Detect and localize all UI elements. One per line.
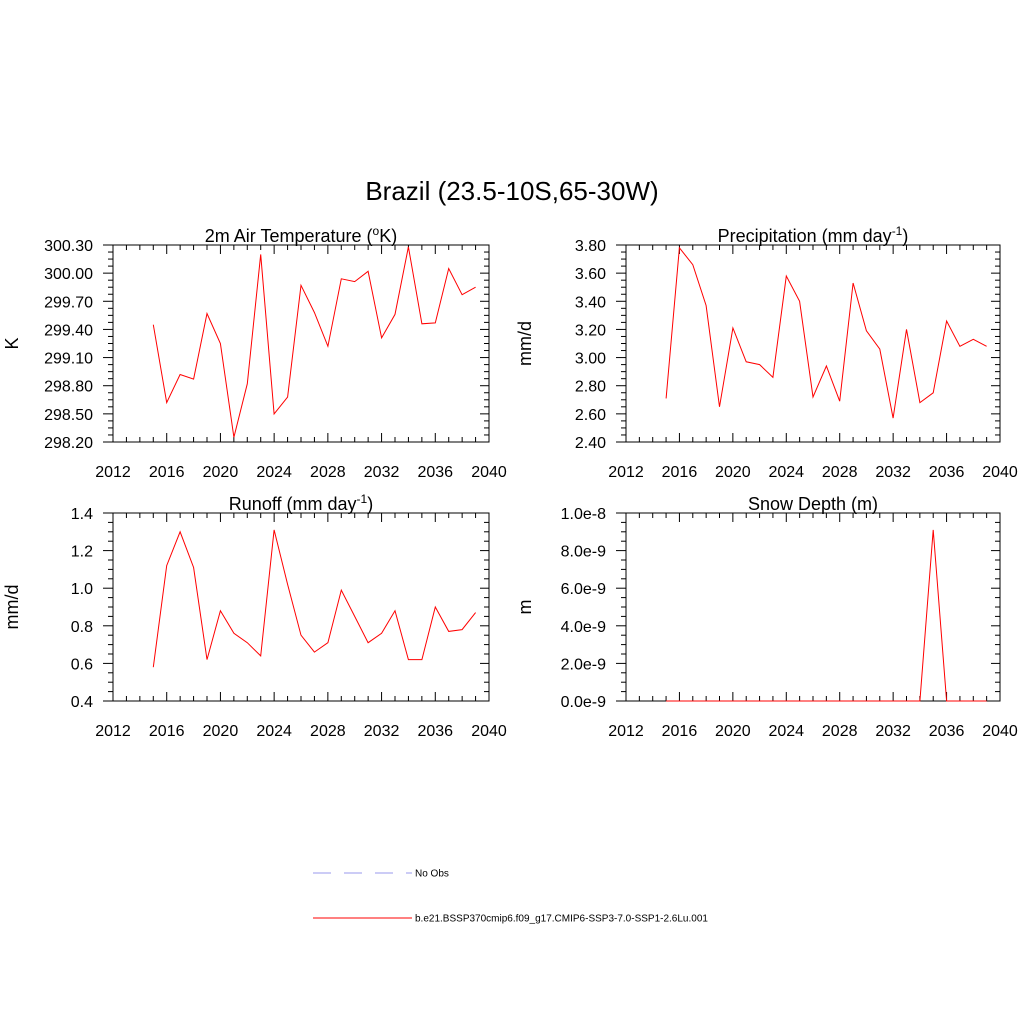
y-tick-label: 1.4	[71, 506, 93, 523]
y-tick-label: 3.00	[575, 351, 606, 368]
x-tick-label: 2032	[364, 464, 400, 481]
y-tick-label: 298.20	[44, 435, 93, 452]
series-line-precipitation	[665, 246, 987, 419]
x-tick-label: 2032	[364, 723, 400, 740]
y-tick-label: 1.0	[71, 581, 93, 598]
y-axis-label: mm/d	[515, 321, 535, 366]
y-tick-label: 2.80	[575, 379, 606, 396]
y-axis-label: K	[2, 337, 22, 349]
y-tick-label: 300.00	[44, 266, 93, 283]
x-tick-label: 2024	[256, 464, 292, 481]
x-tick-label: 2020	[715, 464, 751, 481]
panel-title: Runoff (mm day-1)	[229, 492, 373, 514]
series-line-air-temperature	[152, 246, 476, 438]
y-tick-label: 2.40	[575, 435, 606, 452]
y-tick-label: 4.0e-9	[561, 619, 606, 636]
x-tick-label: 2012	[608, 723, 644, 740]
y-tick-label: 2.0e-9	[561, 656, 606, 673]
x-tick-label: 2016	[662, 723, 698, 740]
legend-label-model-run: b.e21.BSSP370cmip6.f09_g17.CMIP6-SSP3-7.…	[415, 914, 708, 925]
x-tick-label: 2012	[95, 464, 131, 481]
x-tick-label: 2024	[256, 723, 292, 740]
panel-air-temperature: 2m Air Temperature (oK) K 2012 2016 2020 2024…	[2, 224, 507, 481]
y-tick-label: 0.4	[71, 694, 93, 711]
y-tick-label: 300.30	[44, 238, 93, 255]
y-axis-label: mm/d	[2, 585, 22, 630]
x-tick-label: 2012	[608, 464, 644, 481]
y-tick-label: 3.40	[575, 294, 606, 311]
x-tick-label: 2032	[875, 723, 911, 740]
x-tick-label: 2036	[929, 723, 965, 740]
y-tick-label: 2.60	[575, 407, 606, 424]
y-tick-label: 6.0e-9	[561, 581, 606, 598]
x-tick-label: 2016	[662, 464, 698, 481]
x-tick-label: 2028	[822, 464, 858, 481]
y-tick-label: 3.20	[575, 322, 606, 339]
x-tick-label: 2020	[715, 723, 751, 740]
x-tick-label: 2036	[417, 464, 453, 481]
x-tick-label: 2036	[417, 723, 453, 740]
x-tick-label: 2040	[471, 723, 507, 740]
x-tick-label: 2016	[149, 723, 185, 740]
y-tick-label: 1.2	[71, 544, 93, 561]
panel-title: Snow Depth (m)	[748, 494, 878, 514]
x-tick-label: 2028	[310, 723, 346, 740]
x-tick-label: 2036	[929, 464, 965, 481]
panel-runoff: Runoff (mm day-1) mm/d 2012 2016 2020 2024 202…	[2, 492, 507, 740]
panel-snow-depth: Snow Depth (m) m 2012 2016 2020 2024 2028 2032 2…	[515, 494, 1018, 740]
y-tick-label: 3.80	[575, 238, 606, 255]
x-tick-label: 2032	[875, 464, 911, 481]
x-tick-label: 2020	[203, 464, 239, 481]
panel-title: Precipitation (mm day-1)	[718, 224, 909, 246]
y-tick-label: 298.50	[44, 407, 93, 424]
panels-group: 2m Air Temperature (oK) K 2012 2016 2020 2024…	[2, 224, 1018, 740]
panel-title: 2m Air Temperature (oK)	[205, 224, 397, 246]
panel-precipitation: Precipitation (mm day-1) mm/d 2012 2016 2020…	[515, 224, 1018, 481]
x-tick-label: 2016	[149, 464, 185, 481]
x-tick-label: 2040	[471, 464, 507, 481]
y-axis-label: m	[515, 600, 535, 615]
y-tick-label: 0.8	[71, 619, 93, 636]
y-tick-label: 0.6	[71, 656, 93, 673]
y-tick-label: 299.70	[44, 294, 93, 311]
series-line-snow-depth	[666, 529, 987, 702]
y-tick-label: 299.10	[44, 351, 93, 368]
legend: No Obs b.e21.BSSP370cmip6.f09_g17.CMIP6-…	[313, 869, 708, 925]
x-tick-label: 2024	[768, 723, 804, 740]
x-tick-label: 2040	[982, 723, 1018, 740]
legend-label-no-obs: No Obs	[415, 869, 449, 880]
x-tick-label: 2028	[310, 464, 346, 481]
figure-title: Brazil (23.5-10S,65-30W)	[365, 176, 658, 206]
y-tick-label: 298.80	[44, 379, 93, 396]
x-tick-label: 2012	[95, 723, 131, 740]
x-tick-label: 2028	[822, 723, 858, 740]
y-tick-label: 299.40	[44, 322, 93, 339]
y-tick-label: 1.0e-8	[561, 506, 606, 523]
y-tick-label: 3.60	[575, 266, 606, 283]
x-tick-label: 2024	[768, 464, 804, 481]
x-tick-label: 2020	[203, 723, 239, 740]
x-tick-label: 2040	[982, 464, 1018, 481]
series-line-runoff	[152, 529, 476, 668]
y-tick-label: 8.0e-9	[561, 544, 606, 561]
y-tick-label: 0.0e-9	[561, 694, 606, 711]
